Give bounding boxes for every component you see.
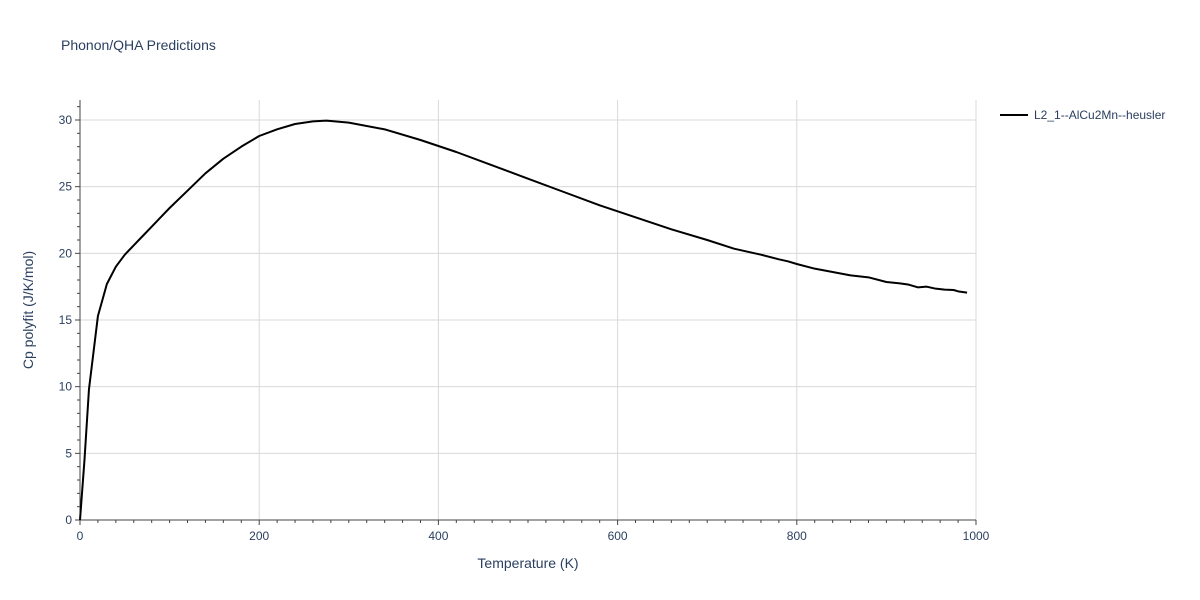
chart-title: Phonon/QHA Predictions	[61, 37, 216, 53]
x-tick-label: 200	[249, 529, 269, 543]
y-tick-label: 20	[59, 246, 73, 260]
grid	[80, 100, 977, 520]
y-tick-label: 10	[59, 380, 73, 394]
y-tick-label: 30	[59, 113, 73, 127]
x-tick-label: 800	[787, 529, 807, 543]
x-tick-label: 400	[428, 529, 448, 543]
series-line[interactable]	[79, 119, 968, 521]
series-layer	[79, 119, 968, 521]
x-axis-title: Temperature (K)	[477, 555, 578, 571]
x-tick-label: 1000	[963, 529, 990, 543]
y-axis-title: Cp polyfit (J/K/mol)	[20, 251, 36, 369]
y-tick-label: 0	[65, 513, 72, 527]
y-tick-label: 5	[65, 446, 72, 460]
y-tick-label: 25	[59, 180, 73, 194]
x-tick-label: 0	[77, 529, 84, 543]
x-tick-label: 600	[608, 529, 628, 543]
y-axis: 0 5 10 15 20 25 30	[59, 100, 81, 527]
legend: L2_1--AlCu2Mn--heusler	[1000, 108, 1165, 122]
x-axis: 0 200 400 600 800 1000	[77, 519, 990, 543]
y-tick-label: 15	[59, 313, 73, 327]
legend-item-label[interactable]: L2_1--AlCu2Mn--heusler	[1034, 108, 1165, 122]
